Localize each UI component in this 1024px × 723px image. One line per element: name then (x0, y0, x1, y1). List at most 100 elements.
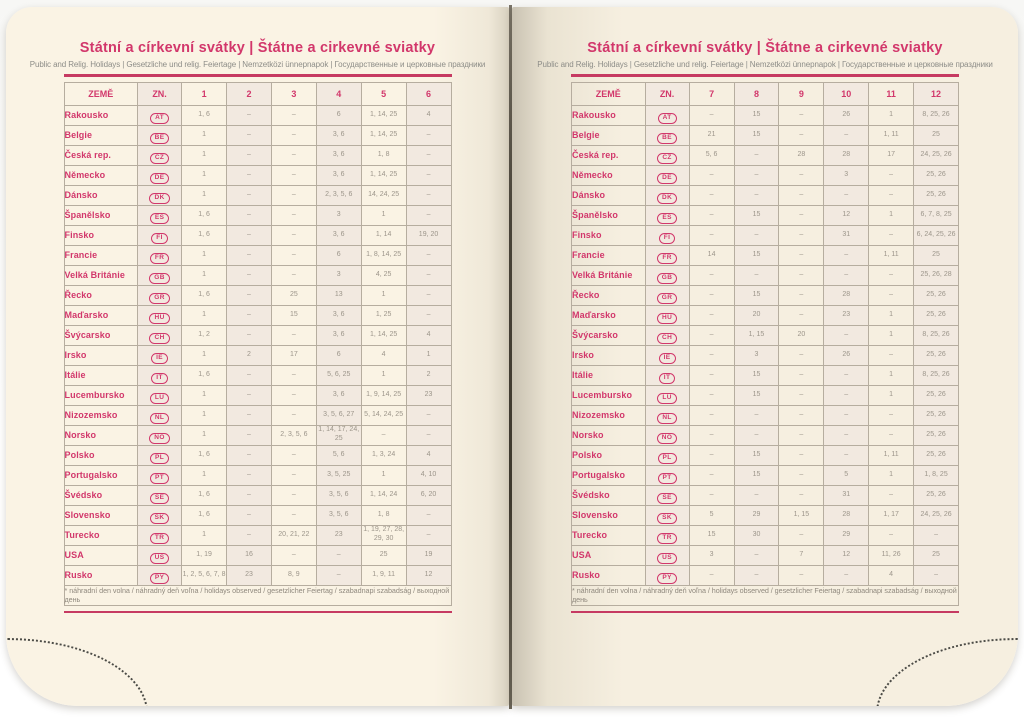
country-code-badge: BE (149, 132, 170, 144)
country-code-badge: PL (657, 452, 677, 464)
holiday-days-cell: 1, 8 (360, 504, 407, 526)
holiday-days-cell: 25 (360, 544, 407, 566)
holiday-days-cell: 24, 25, 26 (913, 504, 959, 526)
holiday-days-cell: 1, 14 (360, 224, 407, 246)
holiday-days-cell: 1, 14, 25 (360, 324, 407, 346)
country-row: Švýcarsko CH –1, 15 20–1 8, 25, 26 (571, 324, 959, 346)
country-code-badge: DK (149, 192, 170, 204)
holiday-days-cell: – (778, 224, 825, 246)
country-code-cell: BE (644, 124, 690, 146)
corner-stitching-icon (6, 638, 148, 706)
holiday-days-cell: – (270, 264, 317, 286)
holiday-days-cell: 28 (823, 144, 870, 166)
holiday-days-cell: 5, 6, 25 (315, 364, 362, 386)
holiday-days-cell: – (226, 424, 272, 446)
country-row: Itálie IT 1, 6– –5, 6, 25 1 2 (63, 364, 452, 386)
footer-rule (63, 610, 452, 613)
page-title: Státní a církevní svátky | Štátne a cirk… (79, 40, 436, 56)
holiday-days-cell: – (733, 184, 780, 206)
holiday-days-cell: – (688, 184, 735, 206)
holiday-days-cell: – (688, 404, 735, 426)
table-header-row: ZEMĚ ZN. 1 2 3 4 5 6 (63, 81, 452, 106)
country-name: Nizozemsko (571, 404, 646, 426)
holiday-days-cell: – (778, 384, 825, 406)
country-name: Belgie (571, 124, 646, 146)
holiday-days-cell: – (405, 244, 452, 266)
holiday-days-cell: 15 (733, 204, 780, 226)
country-name: Rusko (63, 564, 139, 586)
holiday-days-cell: – (868, 264, 915, 286)
holiday-days-cell: – (823, 424, 870, 446)
holiday-days-cell: 1, 2, 5, 6, 7, 8 (181, 564, 228, 586)
holiday-days-cell: 24, 25, 26 (913, 144, 959, 166)
holiday-days-cell: – (226, 104, 272, 126)
holiday-days-cell: 3, 6 (315, 384, 362, 406)
country-row: Velká Británie GB – – – – –25, 26, 28 (571, 264, 959, 286)
country-code-cell: FI (137, 224, 183, 246)
country-row: Polsko PL 1, 6– –5, 6 1, 3, 24 4 (63, 444, 452, 466)
holiday-days-cell: 25, 26 (913, 304, 959, 326)
holiday-days-cell: – (868, 484, 915, 506)
holiday-days-cell: – (226, 364, 272, 386)
holiday-days-cell: 5, 6 (688, 144, 735, 166)
holiday-days-cell: 1 (360, 204, 407, 226)
country-row: Švýcarsko CH 1, 2– –3, 6 1, 14, 25 4 (63, 324, 452, 346)
country-code-badge: AT (657, 112, 677, 124)
holiday-days-cell: 1, 6 (181, 104, 228, 126)
holiday-days-cell: 3 (733, 344, 780, 366)
country-name: Česká rep. (571, 144, 646, 166)
country-code-badge: SK (149, 512, 170, 524)
holiday-days-cell: – (226, 484, 272, 506)
country-name: Lucembursko (571, 384, 646, 406)
country-name: Norsko (63, 424, 139, 446)
holiday-days-cell: – (688, 284, 735, 306)
holiday-days-cell: – (270, 184, 317, 206)
country-code-badge: LU (149, 392, 170, 404)
holiday-days-cell: 11, 26 (868, 544, 915, 566)
holiday-days-cell: 2 (226, 344, 272, 366)
holiday-days-cell: 2, 3, 5, 6 (270, 424, 317, 446)
holiday-days-cell: 1, 11 (868, 124, 915, 146)
country-code-cell: CH (644, 324, 690, 346)
holiday-days-cell: – (778, 344, 825, 366)
country-code-badge: SK (657, 512, 677, 524)
holiday-days-cell: – (688, 484, 735, 506)
holiday-days-cell: 25, 26, 28 (913, 264, 959, 286)
holiday-days-cell: – (688, 464, 735, 486)
holiday-days-cell: 1 (181, 144, 228, 166)
holiday-days-cell: 6, 24, 25, 26 (913, 224, 959, 246)
country-row: Francie FR 1– –6 1, 8, 14, 25– (63, 244, 452, 266)
header-rule (63, 74, 452, 77)
country-name: Švýcarsko (571, 324, 646, 346)
country-row: Polsko PL –15– –1, 11 25, 26 (571, 444, 959, 466)
holiday-days-cell: 1, 9, 11 (360, 564, 407, 586)
holiday-days-cell: 1, 14, 17, 24, 25 (315, 424, 362, 446)
country-name: Finsko (571, 224, 646, 246)
holiday-days-cell: – (778, 424, 825, 446)
holiday-days-cell: 13 (315, 284, 362, 306)
country-row: Nizozemsko NL 1– –3, 5, 6, 27 5, 14, 24, 25– (63, 404, 452, 426)
country-code-cell: PT (644, 464, 690, 486)
holiday-days-cell: 20 (778, 324, 825, 346)
holiday-days-cell: 25 (913, 544, 959, 566)
holiday-days-cell: – (226, 524, 272, 546)
holiday-days-cell: – (405, 204, 452, 226)
holiday-days-cell: 3 (823, 164, 870, 186)
country-code-cell: ES (137, 204, 183, 226)
header-month-8: 8 (733, 81, 780, 106)
holiday-days-cell: 1, 6 (181, 444, 228, 466)
country-row: Řecko GR 1, 6–25 13 1– (63, 284, 452, 306)
country-code-badge: PT (150, 472, 170, 484)
holiday-days-cell: – (688, 264, 735, 286)
holiday-days-cell: 1, 6 (181, 204, 228, 226)
page-header: Státní a církevní svátky | Štátne a cirk… (512, 7, 1018, 69)
holiday-days-cell: 6, 20 (405, 484, 452, 506)
country-code-badge: GB (149, 272, 170, 284)
holiday-days-cell: 3, 6 (315, 304, 362, 326)
holiday-days-cell: 25 (913, 244, 959, 266)
holiday-days-cell: 1, 19, 27, 28, 29, 30 (360, 524, 407, 546)
holiday-days-cell: 1, 3, 24 (360, 444, 407, 466)
holiday-days-cell: 15 (733, 444, 780, 466)
country-code-badge: FR (657, 252, 677, 264)
holiday-days-cell: – (270, 164, 317, 186)
